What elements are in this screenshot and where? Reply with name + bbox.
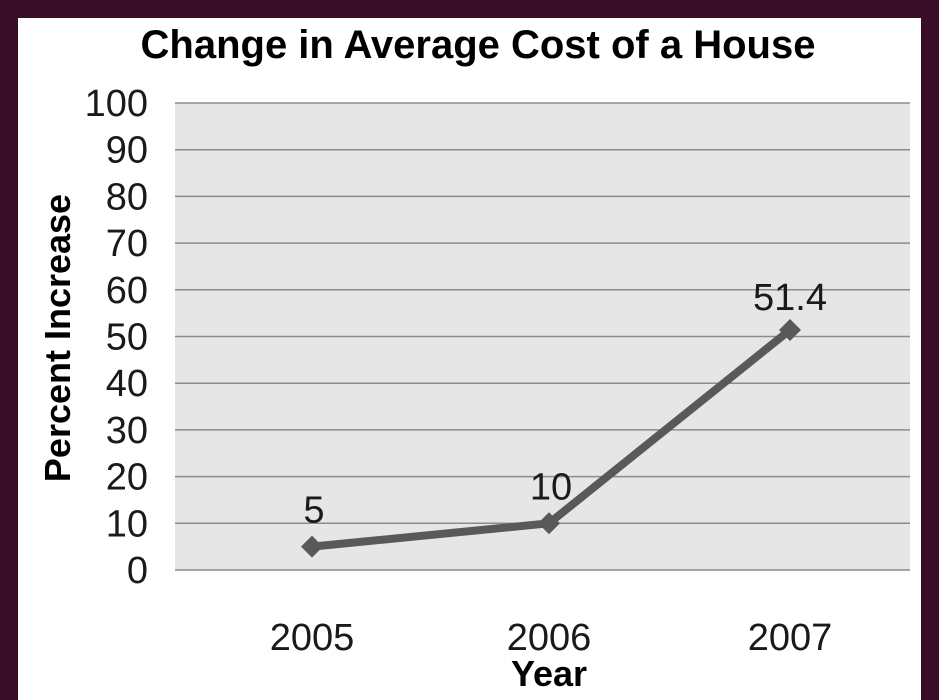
- chart-title: Change in Average Cost of a House: [141, 23, 816, 67]
- data-point-marker: [538, 512, 560, 535]
- x-axis-title: Year: [511, 653, 587, 694]
- y-tick-label: 50: [106, 317, 148, 359]
- y-tick-label: 40: [106, 363, 148, 405]
- x-tick-label: 2006: [507, 617, 592, 659]
- y-tick-label: 60: [106, 270, 148, 312]
- y-axis-title: Percent Increase: [37, 194, 78, 482]
- y-tick-label: 0: [127, 550, 148, 592]
- data-labels: 5 10 51.4: [303, 277, 827, 532]
- x-axis-ticks: 2005 2006 2007: [270, 617, 833, 659]
- y-tick-label: 20: [106, 457, 148, 499]
- y-tick-label: 80: [106, 176, 148, 218]
- y-tick-label: 100: [85, 83, 148, 125]
- x-tick-label: 2005: [270, 617, 355, 659]
- data-label: 51.4: [753, 277, 827, 319]
- x-tick-label: 2007: [748, 617, 833, 659]
- y-tick-label: 70: [106, 223, 148, 265]
- data-label: 10: [530, 466, 572, 508]
- y-tick-label: 30: [106, 410, 148, 452]
- y-tick-label: 10: [106, 503, 148, 545]
- gridlines: [175, 102, 910, 571]
- y-tick-label: 90: [106, 130, 148, 172]
- data-label: 5: [303, 490, 324, 532]
- data-point-marker: [779, 318, 801, 341]
- data-point-marker: [301, 535, 323, 558]
- series-group: [301, 318, 801, 558]
